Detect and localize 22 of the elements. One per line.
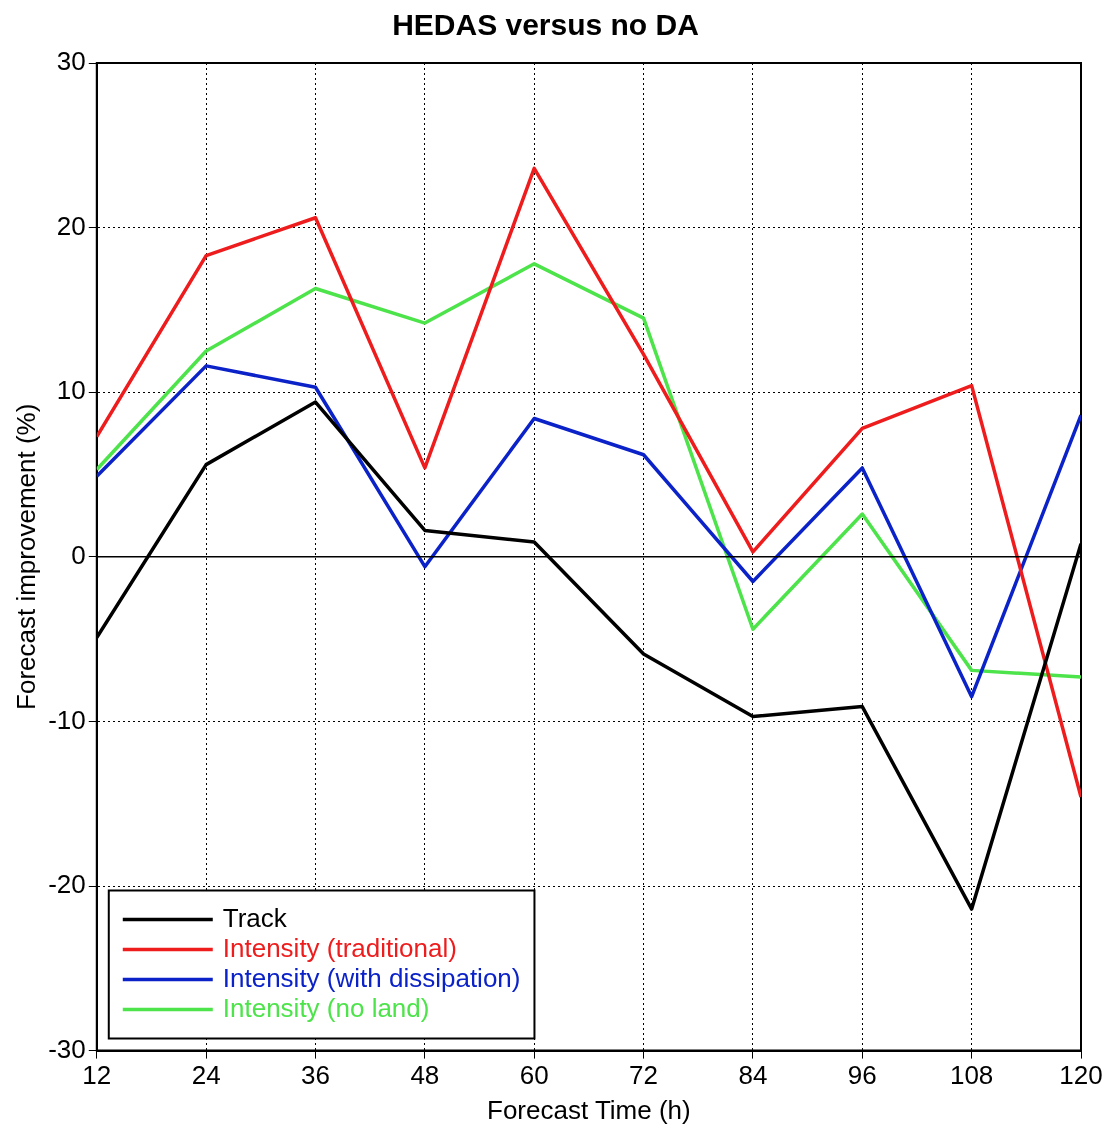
x-tick-label: 60: [519, 1060, 549, 1091]
x-tick-label: 120: [1059, 1060, 1103, 1091]
y-tick-label: -10: [48, 704, 86, 735]
y-tick-label: -20: [48, 869, 86, 900]
x-tick-label: 96: [847, 1060, 877, 1091]
x-tick-label: 72: [629, 1060, 659, 1091]
chart-title: HEDAS versus no DA: [392, 8, 699, 42]
legend-label: Intensity (no land): [222, 992, 430, 1023]
x-axis-title: Forecast Time (h): [487, 1094, 691, 1125]
legend-label: Intensity (traditional): [222, 932, 457, 963]
y-tick-label: 0: [71, 539, 86, 570]
legend-label: Track: [222, 902, 288, 933]
y-tick-label: 30: [56, 46, 86, 77]
y-axis-title: Forecast improvement (%): [10, 403, 41, 710]
x-tick-label: 36: [301, 1060, 330, 1091]
y-tick-label: 20: [56, 210, 86, 241]
x-tick-label: 108: [949, 1060, 994, 1091]
legend-label: Intensity (with dissipation): [222, 962, 521, 993]
x-tick-label: 24: [191, 1060, 221, 1091]
x-tick-label: 48: [410, 1060, 440, 1091]
y-tick-label: 10: [56, 375, 86, 406]
x-tick-label: 84: [738, 1060, 768, 1091]
